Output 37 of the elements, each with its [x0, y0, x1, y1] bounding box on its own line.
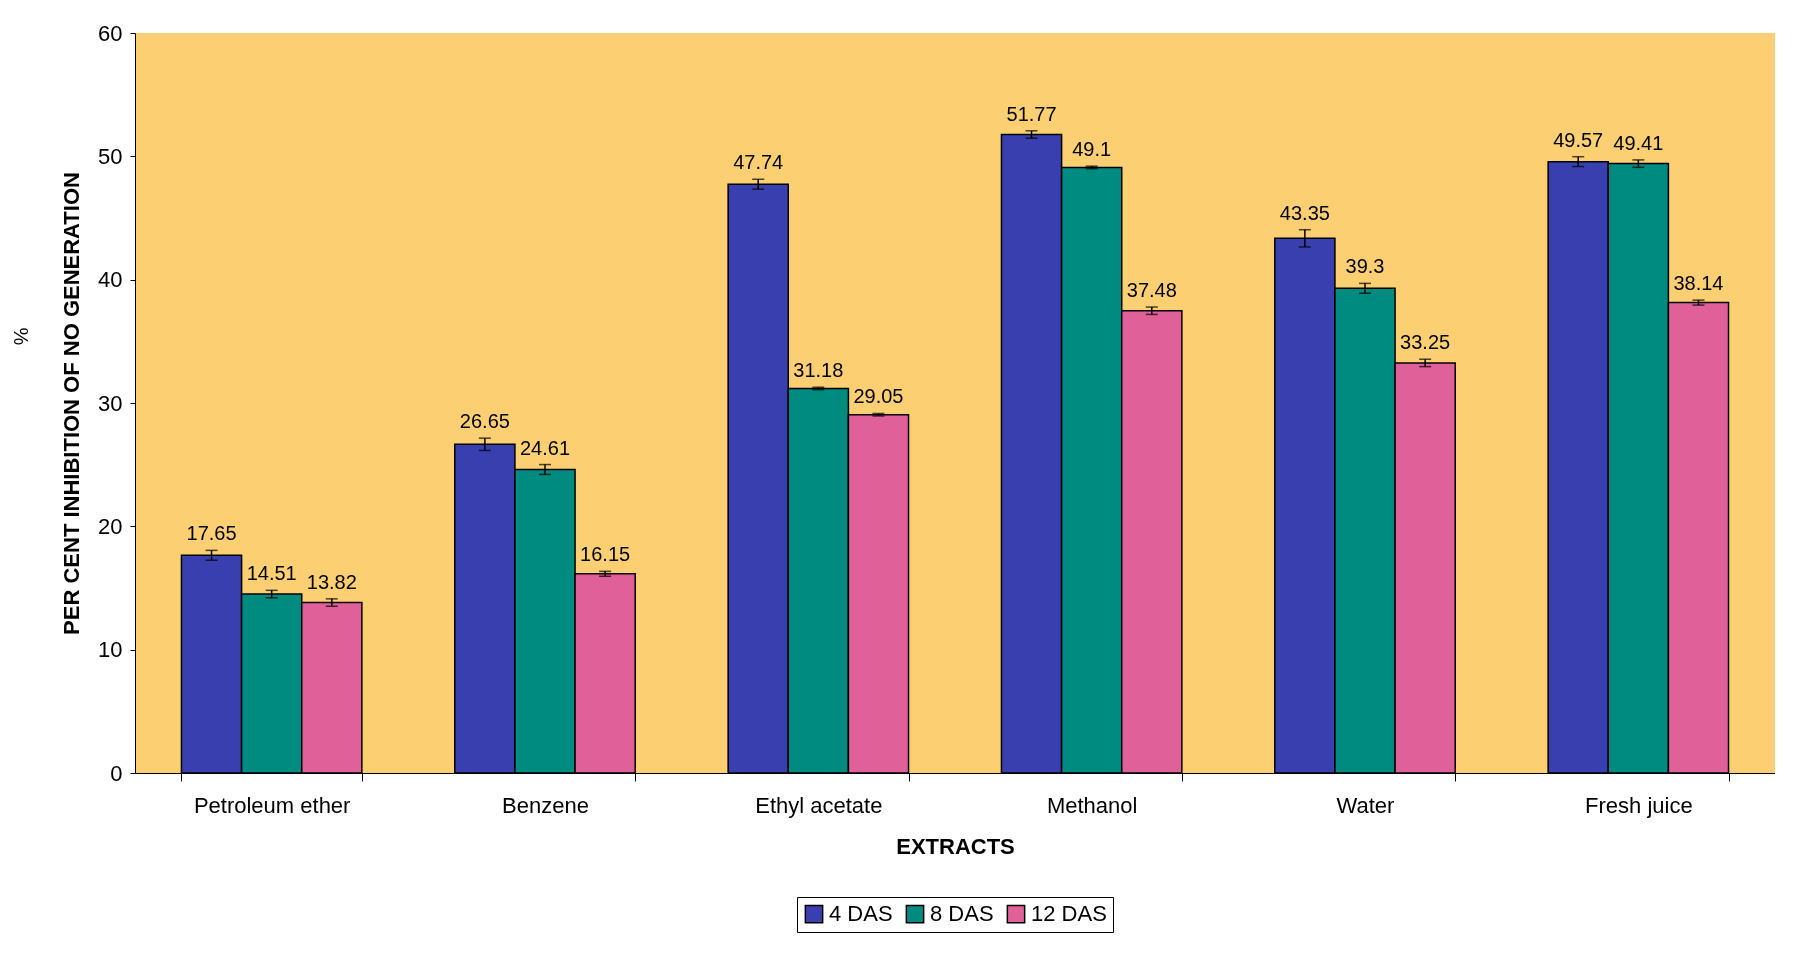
data-label: 49.57 [1553, 128, 1604, 151]
y-tick-label: 60 [98, 20, 123, 46]
x-tick-label: Petroleum ether [193, 792, 351, 818]
data-label: 26.65 [459, 410, 510, 433]
data-label: 16.15 [580, 543, 631, 566]
data-label: 51.77 [1006, 102, 1057, 125]
data-label: 14.51 [246, 562, 297, 585]
x-tick-label: Ethyl acetate [755, 792, 883, 818]
text: % [9, 327, 33, 346]
data-label: 17.65 [186, 522, 237, 545]
data-label: 24.61 [519, 436, 571, 459]
data-label: 43.35 [1279, 201, 1330, 224]
legend-label: 4 DAS [829, 901, 893, 927]
y-axis-title: PER CENT INHIBITION OF NO GENERATION [59, 172, 85, 635]
data-label: 29.05 [853, 385, 904, 408]
x-tick-label: Water [1336, 792, 1395, 818]
y-tick-label: 0 [110, 760, 123, 786]
x-axis-title: EXTRACTS [896, 833, 1015, 859]
y-tick-label: 40 [98, 267, 123, 293]
y-tick-label: 20 [98, 513, 123, 539]
y-tick-label: 50 [98, 143, 123, 169]
data-label: 31.18 [793, 359, 844, 382]
data-label: 37.48 [1126, 279, 1177, 302]
y-tick-label: 10 [98, 637, 123, 663]
data-label: 13.82 [306, 570, 357, 593]
data-label: 33.25 [1400, 331, 1451, 354]
x-tick-label: Benzene [502, 792, 589, 818]
data-label: 49.41 [1613, 131, 1664, 154]
legend-label: 12 DAS [1031, 901, 1107, 927]
legend-label: 8 DAS [930, 901, 994, 927]
data-label: 47.74 [733, 151, 784, 174]
data-label: 38.14 [1673, 272, 1724, 295]
x-tick-label: Fresh juice [1585, 792, 1693, 818]
data-label: 39.3 [1345, 255, 1385, 278]
data-label: 49.1 [1072, 138, 1112, 161]
y-tick-label: 30 [98, 390, 123, 416]
x-tick-label: Methanol [1046, 792, 1138, 818]
